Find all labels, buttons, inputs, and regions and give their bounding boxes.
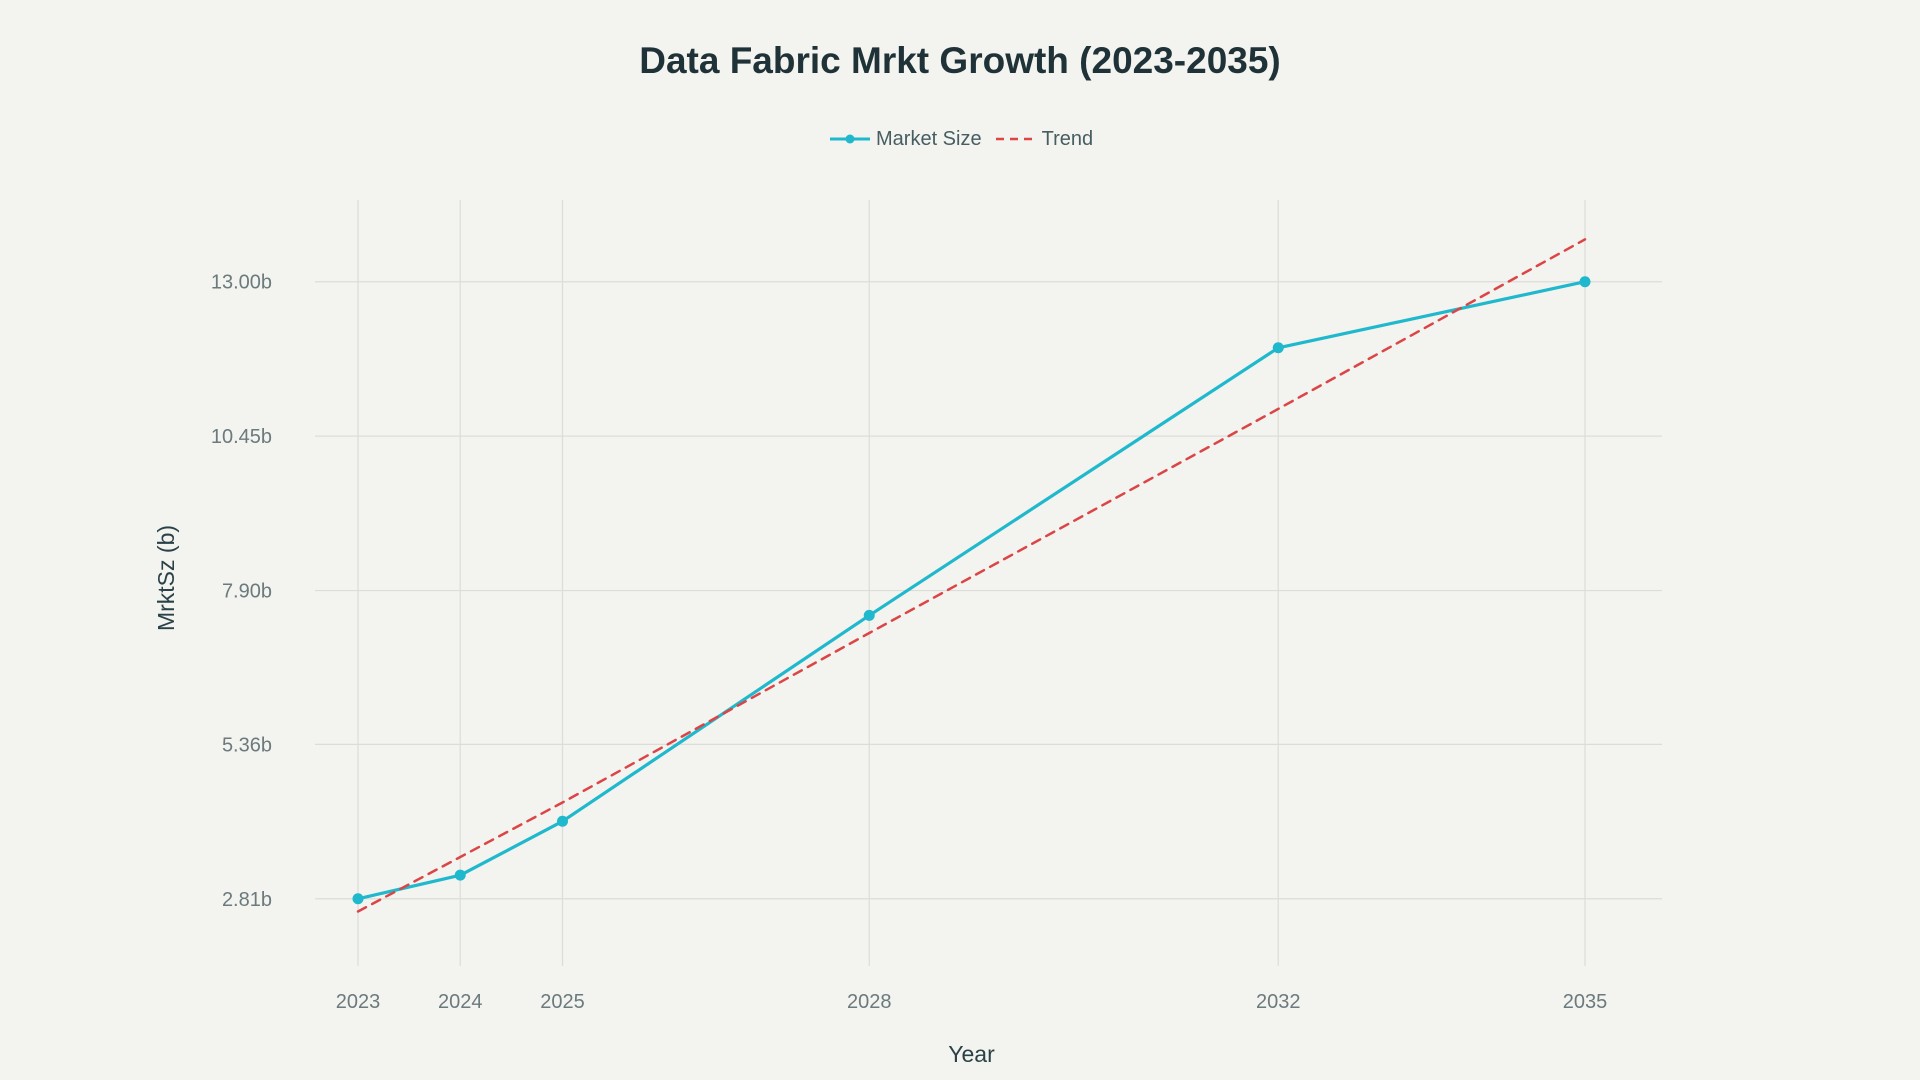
data-point-market-size xyxy=(1579,276,1591,288)
data-point-market-size xyxy=(454,869,466,881)
data-point-market-size xyxy=(863,609,875,621)
x-tick-label: 2035 xyxy=(1563,991,1608,1013)
x-axis-title: Year xyxy=(948,1041,995,1067)
legend-item-trend[interactable]: Trend xyxy=(995,127,1094,151)
legend-swatch-market-size xyxy=(830,134,870,144)
x-tick-label: 2032 xyxy=(1256,991,1301,1013)
series-layer xyxy=(352,238,1591,913)
data-point-market-size xyxy=(1272,342,1284,354)
y-axis-title: MrktSz (b) xyxy=(153,525,179,631)
legend-label-trend: Trend xyxy=(1041,127,1094,150)
legend-swatch-trend xyxy=(995,137,1036,141)
y-tick-label: 10.45b xyxy=(211,426,272,448)
tick-layer: 2023 2024 2025 2028 2032 2035 2.81b 5.36b 7.90b 1… xyxy=(211,272,1607,1013)
data-point-market-size xyxy=(352,893,364,905)
legend-label-market-size: Market Size xyxy=(876,127,982,150)
y-tick-label: 5.36b xyxy=(222,734,272,756)
data-point-market-size xyxy=(557,815,568,827)
y-tick-label: 13.00b xyxy=(211,272,272,294)
legend-item-market-size[interactable]: Market Size xyxy=(830,128,982,151)
y-tick-label: 2.81b xyxy=(222,889,272,911)
x-tick-label: 2025 xyxy=(540,991,585,1013)
y-tick-label: 7.90b xyxy=(222,581,272,603)
x-tick-label: 2023 xyxy=(336,991,381,1013)
chart-title: Data Fabric Mrkt Growth (2023-2035) xyxy=(639,40,1281,81)
grid-layer xyxy=(315,200,1662,966)
x-tick-label: 2028 xyxy=(847,991,892,1013)
chart-legend: Market Size Trend xyxy=(830,124,1093,154)
x-tick-label: 2024 xyxy=(438,991,483,1013)
series-line-trend xyxy=(356,238,1587,913)
